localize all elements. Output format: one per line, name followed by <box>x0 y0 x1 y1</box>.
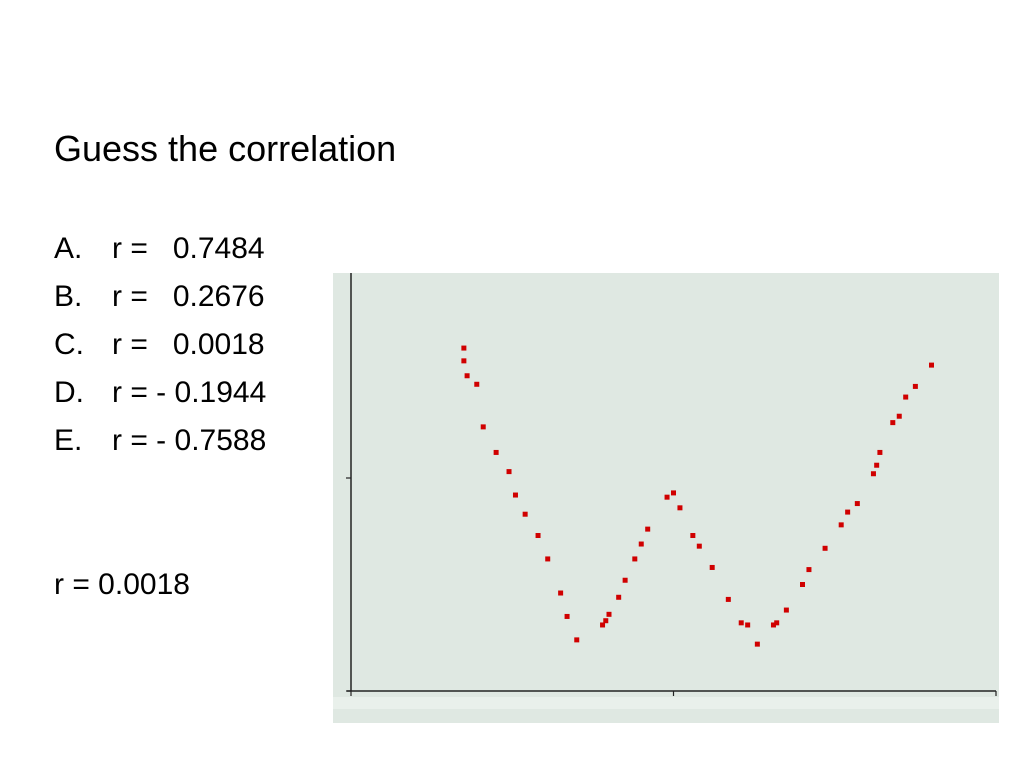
point <box>903 394 909 400</box>
point <box>738 620 744 626</box>
option-letter: A. <box>54 232 83 265</box>
point <box>474 381 480 387</box>
point <box>725 596 731 602</box>
point <box>638 541 644 547</box>
point <box>877 449 883 455</box>
point <box>806 567 812 573</box>
point <box>896 413 902 419</box>
point <box>774 620 780 626</box>
point <box>632 556 638 562</box>
point <box>929 362 934 368</box>
point <box>754 641 760 647</box>
answer: r = 0.0018 <box>54 568 190 601</box>
point <box>461 358 467 364</box>
point <box>690 533 696 539</box>
point <box>603 618 609 624</box>
option-letter: D. <box>54 376 84 409</box>
option-text: r = - 0.7588 <box>112 424 267 457</box>
point <box>709 564 715 570</box>
point <box>480 424 486 430</box>
point <box>854 501 860 507</box>
point <box>622 577 628 583</box>
point <box>464 373 470 379</box>
point <box>606 611 612 617</box>
point <box>783 607 789 613</box>
point <box>645 526 651 532</box>
point <box>664 494 670 500</box>
point <box>800 582 805 587</box>
point <box>745 622 751 628</box>
point <box>522 511 528 517</box>
option-letter: E. <box>54 424 83 457</box>
point <box>574 637 580 643</box>
option-letter: B. <box>54 280 83 313</box>
point <box>558 590 564 596</box>
point <box>506 469 512 475</box>
chart-band <box>333 697 999 709</box>
option-text: r = 0.2676 <box>112 280 265 313</box>
point <box>912 383 918 389</box>
point <box>845 509 851 515</box>
chart <box>333 273 999 723</box>
option-text: r = 0.0018 <box>112 328 265 361</box>
point <box>770 622 776 628</box>
point <box>616 594 622 600</box>
option-text: r = 0.7484 <box>112 232 265 265</box>
point <box>874 462 880 468</box>
point <box>512 492 518 498</box>
point <box>545 556 551 562</box>
point <box>822 545 828 551</box>
point <box>870 471 876 477</box>
slide-title: Guess the correlation <box>54 128 397 169</box>
point <box>493 449 499 455</box>
point <box>890 420 896 426</box>
option-text: r = - 0.1944 <box>112 376 267 409</box>
point <box>671 490 676 496</box>
point <box>461 345 467 351</box>
point <box>838 522 844 528</box>
option-letter: C. <box>54 328 84 361</box>
point <box>677 505 683 511</box>
point <box>564 613 570 619</box>
point <box>600 622 606 628</box>
point <box>535 533 541 539</box>
point <box>696 543 702 549</box>
